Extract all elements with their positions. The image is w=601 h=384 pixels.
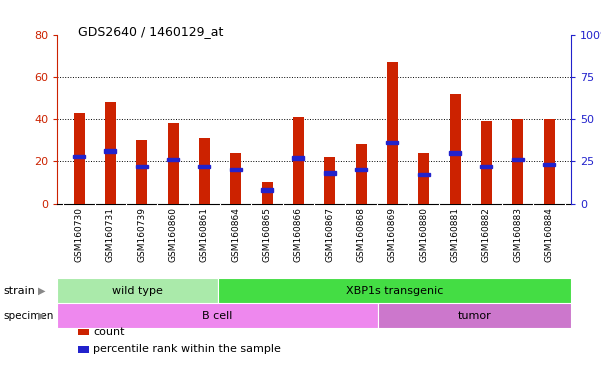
Bar <box>167 158 179 161</box>
Text: GSM160882: GSM160882 <box>482 207 491 262</box>
Bar <box>230 153 241 204</box>
Bar <box>73 154 85 158</box>
Text: ▶: ▶ <box>38 311 45 321</box>
Text: GSM160868: GSM160868 <box>356 207 365 262</box>
Text: B cell: B cell <box>203 311 233 321</box>
Text: GSM160869: GSM160869 <box>388 207 397 262</box>
Bar <box>355 168 367 171</box>
Text: GSM160866: GSM160866 <box>294 207 303 262</box>
Text: GSM160865: GSM160865 <box>263 207 272 262</box>
Bar <box>418 153 429 204</box>
Bar <box>450 94 460 204</box>
Text: GSM160861: GSM160861 <box>200 207 209 262</box>
Bar <box>449 151 461 154</box>
Bar <box>136 140 147 204</box>
Bar <box>261 182 272 204</box>
Bar <box>218 278 571 303</box>
Text: strain: strain <box>3 286 35 296</box>
Bar <box>387 62 398 204</box>
Bar <box>356 144 367 204</box>
Bar <box>105 149 117 153</box>
Bar <box>481 121 492 204</box>
Bar <box>198 165 210 168</box>
Bar <box>293 117 304 204</box>
Bar <box>512 119 523 204</box>
Text: GSM160864: GSM160864 <box>231 207 240 262</box>
Bar <box>105 102 116 204</box>
Text: GSM160880: GSM160880 <box>419 207 428 262</box>
Text: XBP1s transgenic: XBP1s transgenic <box>346 286 443 296</box>
Bar <box>168 123 178 204</box>
Bar <box>57 303 378 328</box>
Text: GSM160860: GSM160860 <box>168 207 177 262</box>
Bar <box>292 156 304 160</box>
Bar <box>199 138 210 204</box>
Text: GSM160731: GSM160731 <box>106 207 115 262</box>
Bar <box>378 303 571 328</box>
Text: GSM160884: GSM160884 <box>545 207 554 262</box>
Bar <box>261 188 273 192</box>
Bar <box>57 278 218 303</box>
Text: count: count <box>93 327 124 337</box>
Text: tumor: tumor <box>458 311 492 321</box>
Text: ▶: ▶ <box>38 286 45 296</box>
Bar <box>418 173 430 177</box>
Text: GSM160881: GSM160881 <box>451 207 460 262</box>
Text: wild type: wild type <box>112 286 163 296</box>
Text: GSM160739: GSM160739 <box>137 207 146 262</box>
Text: specimen: specimen <box>3 311 53 321</box>
Bar <box>543 119 555 204</box>
Bar <box>543 163 555 166</box>
Text: GSM160883: GSM160883 <box>513 207 522 262</box>
Bar <box>136 165 148 168</box>
Bar <box>480 165 492 168</box>
Text: percentile rank within the sample: percentile rank within the sample <box>93 344 281 354</box>
Bar <box>73 113 85 204</box>
Text: GSM160867: GSM160867 <box>325 207 334 262</box>
Bar <box>230 168 242 171</box>
Bar <box>324 171 336 175</box>
Bar <box>324 157 335 204</box>
Text: GDS2640 / 1460129_at: GDS2640 / 1460129_at <box>78 25 224 38</box>
Bar <box>511 158 523 161</box>
Bar <box>386 141 398 144</box>
Text: GSM160730: GSM160730 <box>75 207 84 262</box>
